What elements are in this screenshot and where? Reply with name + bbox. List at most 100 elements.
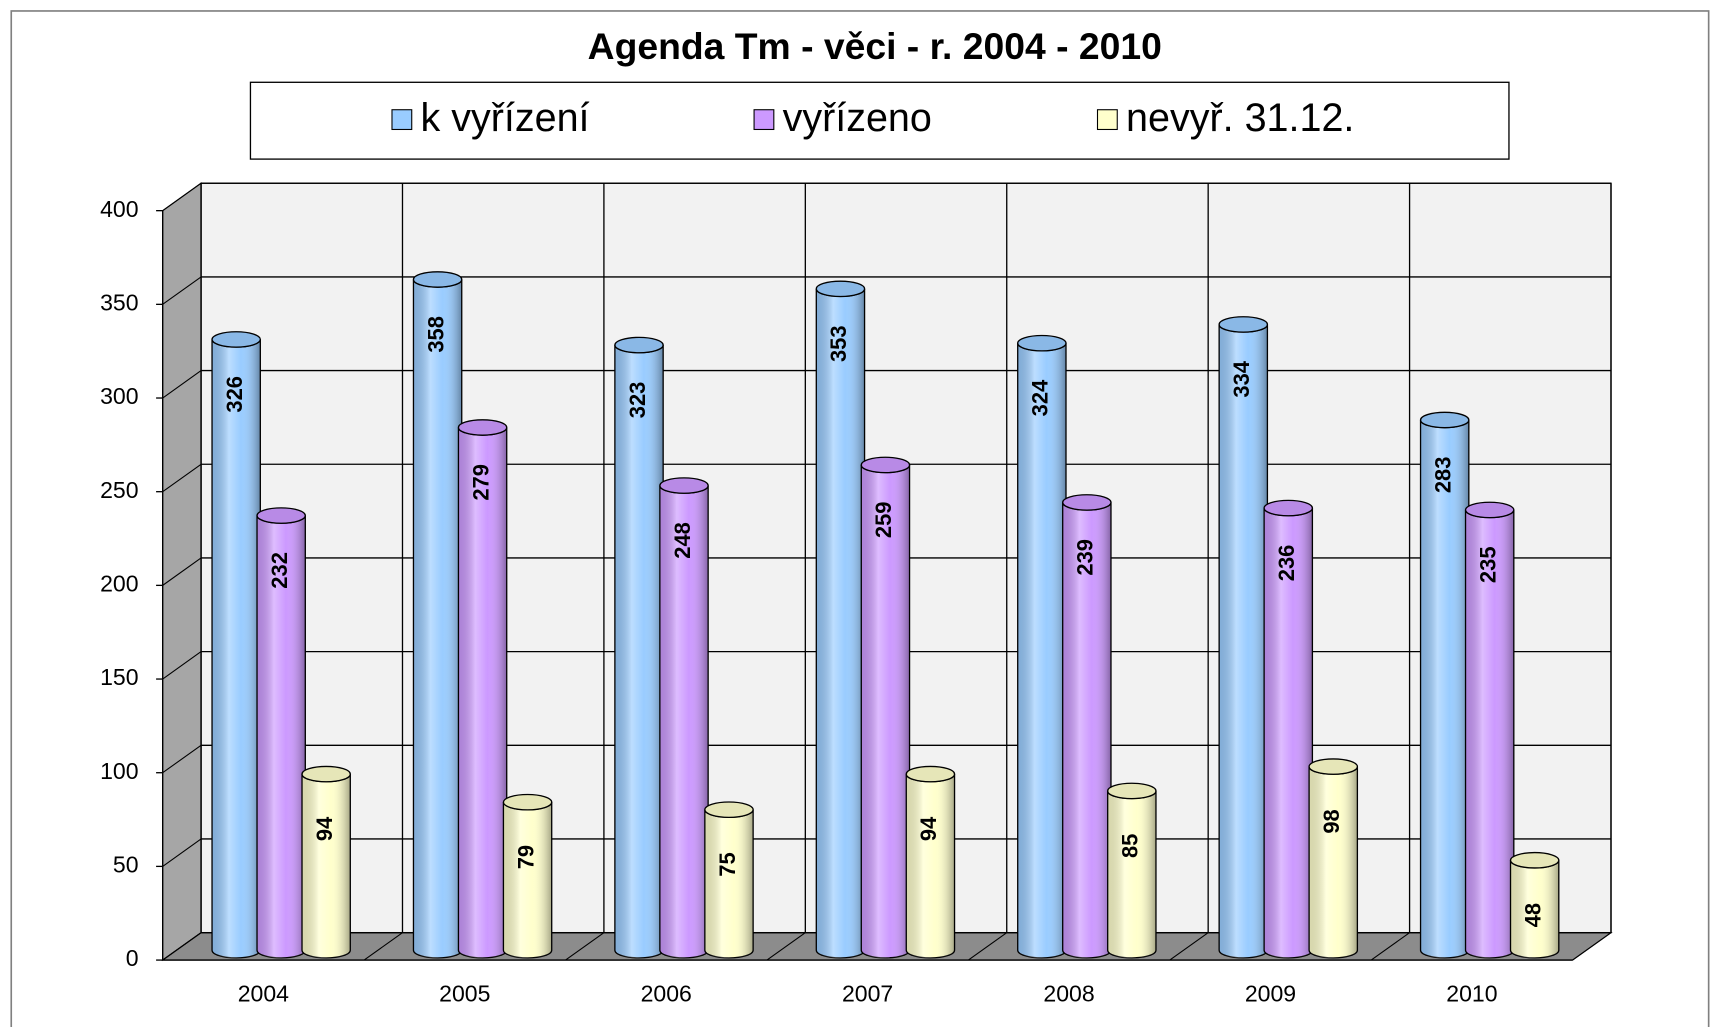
value-label: 79 <box>513 845 538 869</box>
bar-shading <box>458 427 507 958</box>
value-label: 353 <box>826 325 851 362</box>
bar-top <box>457 419 508 436</box>
x-tick-label: 2005 <box>439 980 490 1006</box>
bar-top <box>860 456 911 474</box>
legend-swatch <box>1096 109 1118 131</box>
grid-line <box>162 838 202 867</box>
value-label: 94 <box>312 816 337 841</box>
value-label: 235 <box>1475 546 1500 583</box>
bar-shading <box>906 774 955 958</box>
value-label: 283 <box>1430 457 1455 494</box>
grid-line <box>162 651 202 680</box>
bar-shading <box>1107 790 1156 958</box>
bar-shading <box>1264 508 1313 958</box>
bar-shading <box>1062 502 1111 958</box>
bar-top <box>614 336 664 354</box>
grid-line <box>162 182 202 212</box>
value-label: 94 <box>916 816 941 841</box>
value-label: 358 <box>423 316 448 353</box>
legend-label: k vyřízení <box>421 96 590 140</box>
grid-line <box>162 932 202 961</box>
bar-shading <box>257 515 306 958</box>
grid-line <box>162 744 202 774</box>
bar-shading <box>659 485 709 958</box>
bar-top <box>1107 782 1157 800</box>
grid-line <box>162 463 202 493</box>
x-tick-label: 2006 <box>641 980 692 1006</box>
bar-top <box>1062 494 1112 511</box>
bar-shading <box>302 774 351 958</box>
y-tick-label: 350 <box>100 289 138 315</box>
bar-top <box>1419 411 1470 429</box>
value-label: 232 <box>267 552 292 589</box>
value-label: 334 <box>1229 360 1254 397</box>
bar-top <box>1017 334 1067 352</box>
value-label: 239 <box>1073 539 1098 576</box>
bar-shading <box>861 464 910 958</box>
bar-top <box>1464 501 1515 519</box>
bar-top <box>502 793 553 811</box>
bar-shading <box>1219 324 1268 958</box>
y-tick-label: 150 <box>100 664 138 690</box>
x-tick <box>968 932 1008 961</box>
bar-shading <box>1510 860 1559 958</box>
value-label: 279 <box>468 464 493 501</box>
x-tick <box>363 932 403 961</box>
value-label: 259 <box>871 502 896 539</box>
x-tick <box>565 932 605 961</box>
legend-swatch <box>391 109 413 131</box>
y-tick-label: 400 <box>100 196 138 222</box>
bar-shading <box>1465 509 1514 958</box>
bar-top <box>1263 499 1314 517</box>
grid-line <box>162 370 202 399</box>
value-label: 324 <box>1028 379 1053 416</box>
bar-shading <box>1017 343 1066 958</box>
bar-shading <box>212 339 261 958</box>
value-label: 75 <box>715 852 740 876</box>
bar-top <box>256 507 306 524</box>
legend-swatch <box>753 109 775 131</box>
bar-shading <box>503 802 552 958</box>
legend-label: nevyř. 31.12. <box>1126 96 1354 140</box>
bar-top <box>659 477 709 494</box>
x-tick <box>1572 932 1612 961</box>
legend-box <box>249 81 1510 160</box>
bar-top <box>301 765 351 783</box>
value-label: 98 <box>1319 809 1344 833</box>
grid-line <box>162 557 202 586</box>
value-label: 48 <box>1520 903 1545 927</box>
x-tick <box>766 932 806 961</box>
y-tick-label: 200 <box>100 570 138 596</box>
y-tick-label: 0 <box>126 945 139 971</box>
y-tick-label: 50 <box>113 851 139 877</box>
chart-title: Agenda Tm - věci - r. 2004 - 2010 <box>588 25 1162 67</box>
bar-shading <box>704 809 754 958</box>
bar-top <box>815 280 866 298</box>
bar-top <box>704 801 754 819</box>
x-tick-label: 2007 <box>842 980 893 1006</box>
legend-label: vyřízeno <box>783 96 932 140</box>
y-tick-label: 250 <box>100 477 138 503</box>
bar-shading <box>413 279 462 958</box>
x-tick <box>1169 932 1209 961</box>
bar-shading <box>1420 419 1469 958</box>
bar-top <box>412 271 463 288</box>
value-label: 248 <box>670 522 695 559</box>
x-tick-label: 2010 <box>1446 980 1497 1006</box>
bar-shading <box>614 345 664 958</box>
x-tick-label: 2009 <box>1245 980 1296 1006</box>
y-tick-label: 100 <box>100 758 138 784</box>
x-tick-label: 2008 <box>1043 980 1094 1006</box>
y-tick-label: 300 <box>100 383 138 409</box>
value-label: 323 <box>625 382 650 419</box>
x-tick-label: 2004 <box>238 980 289 1006</box>
bar-top <box>211 331 261 348</box>
grid-line <box>162 276 202 305</box>
value-label: 236 <box>1274 545 1299 582</box>
bar-top <box>905 765 956 783</box>
value-label: 326 <box>222 376 247 413</box>
bar-top <box>1509 851 1560 869</box>
bar-shading <box>1309 766 1358 958</box>
x-tick <box>1370 932 1410 961</box>
